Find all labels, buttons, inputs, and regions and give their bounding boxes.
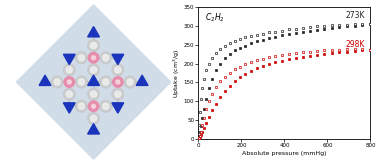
Circle shape (91, 104, 96, 108)
Polygon shape (88, 75, 99, 85)
Circle shape (87, 112, 100, 125)
Circle shape (63, 64, 76, 76)
Circle shape (87, 88, 100, 100)
Circle shape (90, 42, 97, 49)
Circle shape (114, 91, 121, 98)
Circle shape (78, 54, 85, 61)
Circle shape (54, 78, 61, 86)
Text: C$_2$H$_2$: C$_2$H$_2$ (205, 11, 225, 24)
Circle shape (124, 76, 136, 88)
Circle shape (88, 52, 99, 63)
X-axis label: Absolute pressure (mmHg): Absolute pressure (mmHg) (242, 151, 327, 155)
Circle shape (99, 76, 112, 88)
Circle shape (99, 100, 112, 113)
Circle shape (75, 51, 88, 64)
Circle shape (90, 115, 97, 122)
Text: 273K: 273K (346, 11, 365, 20)
Polygon shape (64, 103, 75, 113)
Polygon shape (112, 54, 124, 65)
Circle shape (67, 80, 71, 84)
Circle shape (91, 56, 96, 60)
Circle shape (87, 64, 100, 76)
Polygon shape (112, 103, 124, 113)
Circle shape (112, 64, 124, 76)
Circle shape (113, 77, 123, 87)
Y-axis label: Uptake (cm$^3$/g): Uptake (cm$^3$/g) (172, 48, 183, 98)
Circle shape (90, 66, 97, 73)
Polygon shape (39, 75, 51, 85)
Circle shape (66, 91, 73, 98)
Circle shape (78, 78, 85, 86)
Circle shape (88, 101, 99, 112)
Circle shape (126, 78, 133, 86)
Text: 298K: 298K (346, 40, 365, 49)
Circle shape (51, 76, 64, 88)
Circle shape (66, 66, 73, 73)
Circle shape (64, 77, 74, 87)
Polygon shape (136, 75, 148, 85)
Circle shape (102, 78, 109, 86)
Circle shape (112, 88, 124, 100)
Circle shape (75, 100, 88, 113)
Polygon shape (88, 124, 99, 134)
Circle shape (99, 51, 112, 64)
Circle shape (63, 88, 76, 100)
Circle shape (87, 39, 100, 52)
Circle shape (78, 103, 85, 110)
Circle shape (90, 91, 97, 98)
Circle shape (102, 54, 109, 61)
Circle shape (75, 76, 88, 88)
Polygon shape (17, 5, 170, 159)
Circle shape (114, 66, 121, 73)
Polygon shape (88, 27, 99, 37)
Circle shape (102, 103, 109, 110)
Polygon shape (64, 54, 75, 65)
Circle shape (116, 80, 120, 84)
